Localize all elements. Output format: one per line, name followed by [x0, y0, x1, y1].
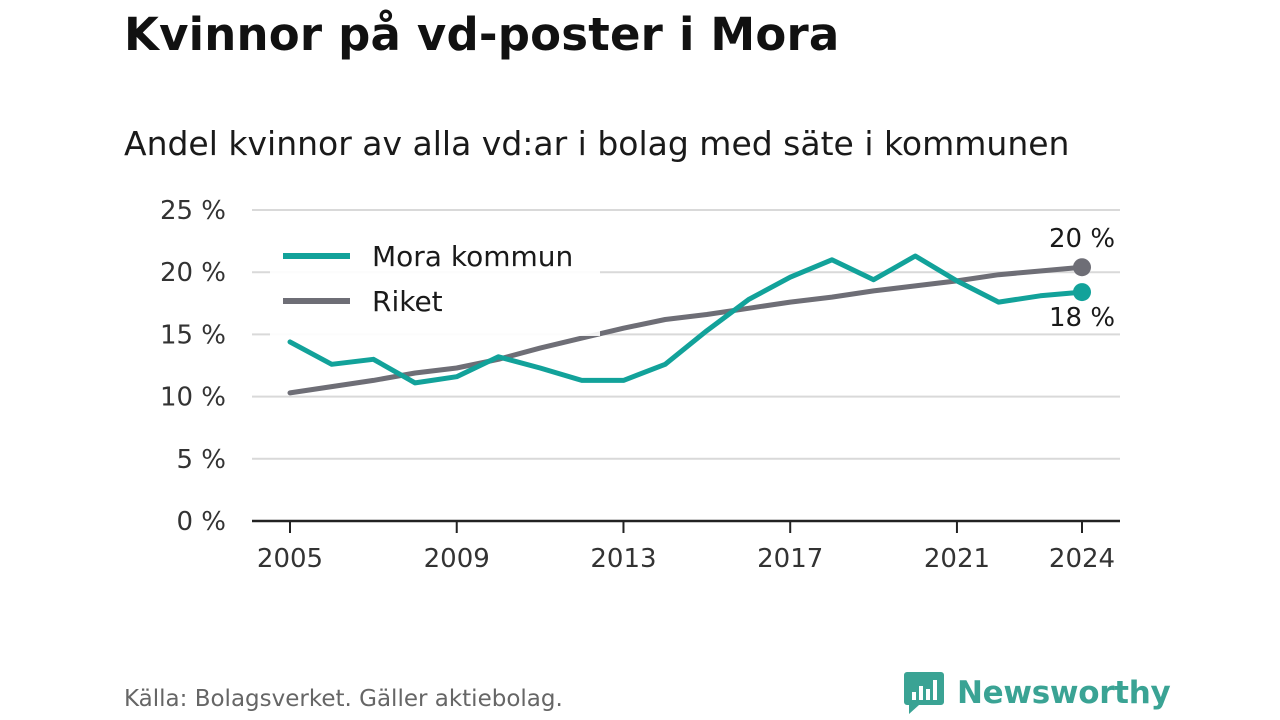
y-tick-label: 5 %	[176, 445, 226, 475]
end-labels: 20 % 18 %	[1049, 224, 1115, 333]
y-axis: 0 % 5 % 10 % 15 % 20 % 25 %	[160, 196, 226, 537]
series-line-riket	[287, 264, 1085, 396]
x-tick-label: 2021	[924, 544, 990, 574]
series-line-mora	[287, 253, 1085, 386]
x-tick-label: 2005	[257, 544, 323, 574]
x-tick-label: 2013	[590, 544, 656, 574]
x-tick-label: 2017	[757, 544, 823, 574]
y-tick-label: 0 %	[176, 507, 226, 537]
end-point-riket	[1073, 258, 1091, 277]
y-tick-label: 25 %	[160, 196, 226, 226]
x-axis: 2005 2009 2013 2017 2021 2024	[252, 519, 1120, 574]
newsworthy-logo-icon	[904, 672, 944, 714]
legend-label-mora: Mora kommun	[372, 240, 573, 273]
source-note: Källa: Bolagsverket. Gäller aktiebolag.	[124, 686, 563, 712]
chart-subtitle: Andel kvinnor av alla vd:ar i bolag med …	[124, 124, 1070, 163]
end-label-mora: 18 %	[1049, 303, 1115, 333]
y-tick-label: 15 %	[160, 320, 226, 350]
y-tick-label: 20 %	[160, 258, 226, 288]
brand-logo: Newsworthy	[903, 670, 1171, 716]
x-tick-label: 2009	[424, 544, 490, 574]
series-lines	[287, 253, 1091, 396]
x-tick-label: 2024	[1049, 544, 1115, 574]
line-chart: 0 %5 %10 %15 %20 %25 % 2005 2009 2013 2017 2…	[160, 196, 1120, 574]
end-label-riket: 20 %	[1049, 224, 1115, 254]
legend-background	[270, 226, 600, 336]
brand-name: Newsworthy	[957, 675, 1171, 711]
y-tick-label: 10 %	[160, 383, 226, 413]
end-point-mora	[1073, 283, 1091, 302]
legend: Mora kommun Riket	[270, 226, 600, 336]
chart-title: Kvinnor på vd-poster i Mora	[124, 8, 840, 61]
legend-label-riket: Riket	[372, 285, 443, 318]
